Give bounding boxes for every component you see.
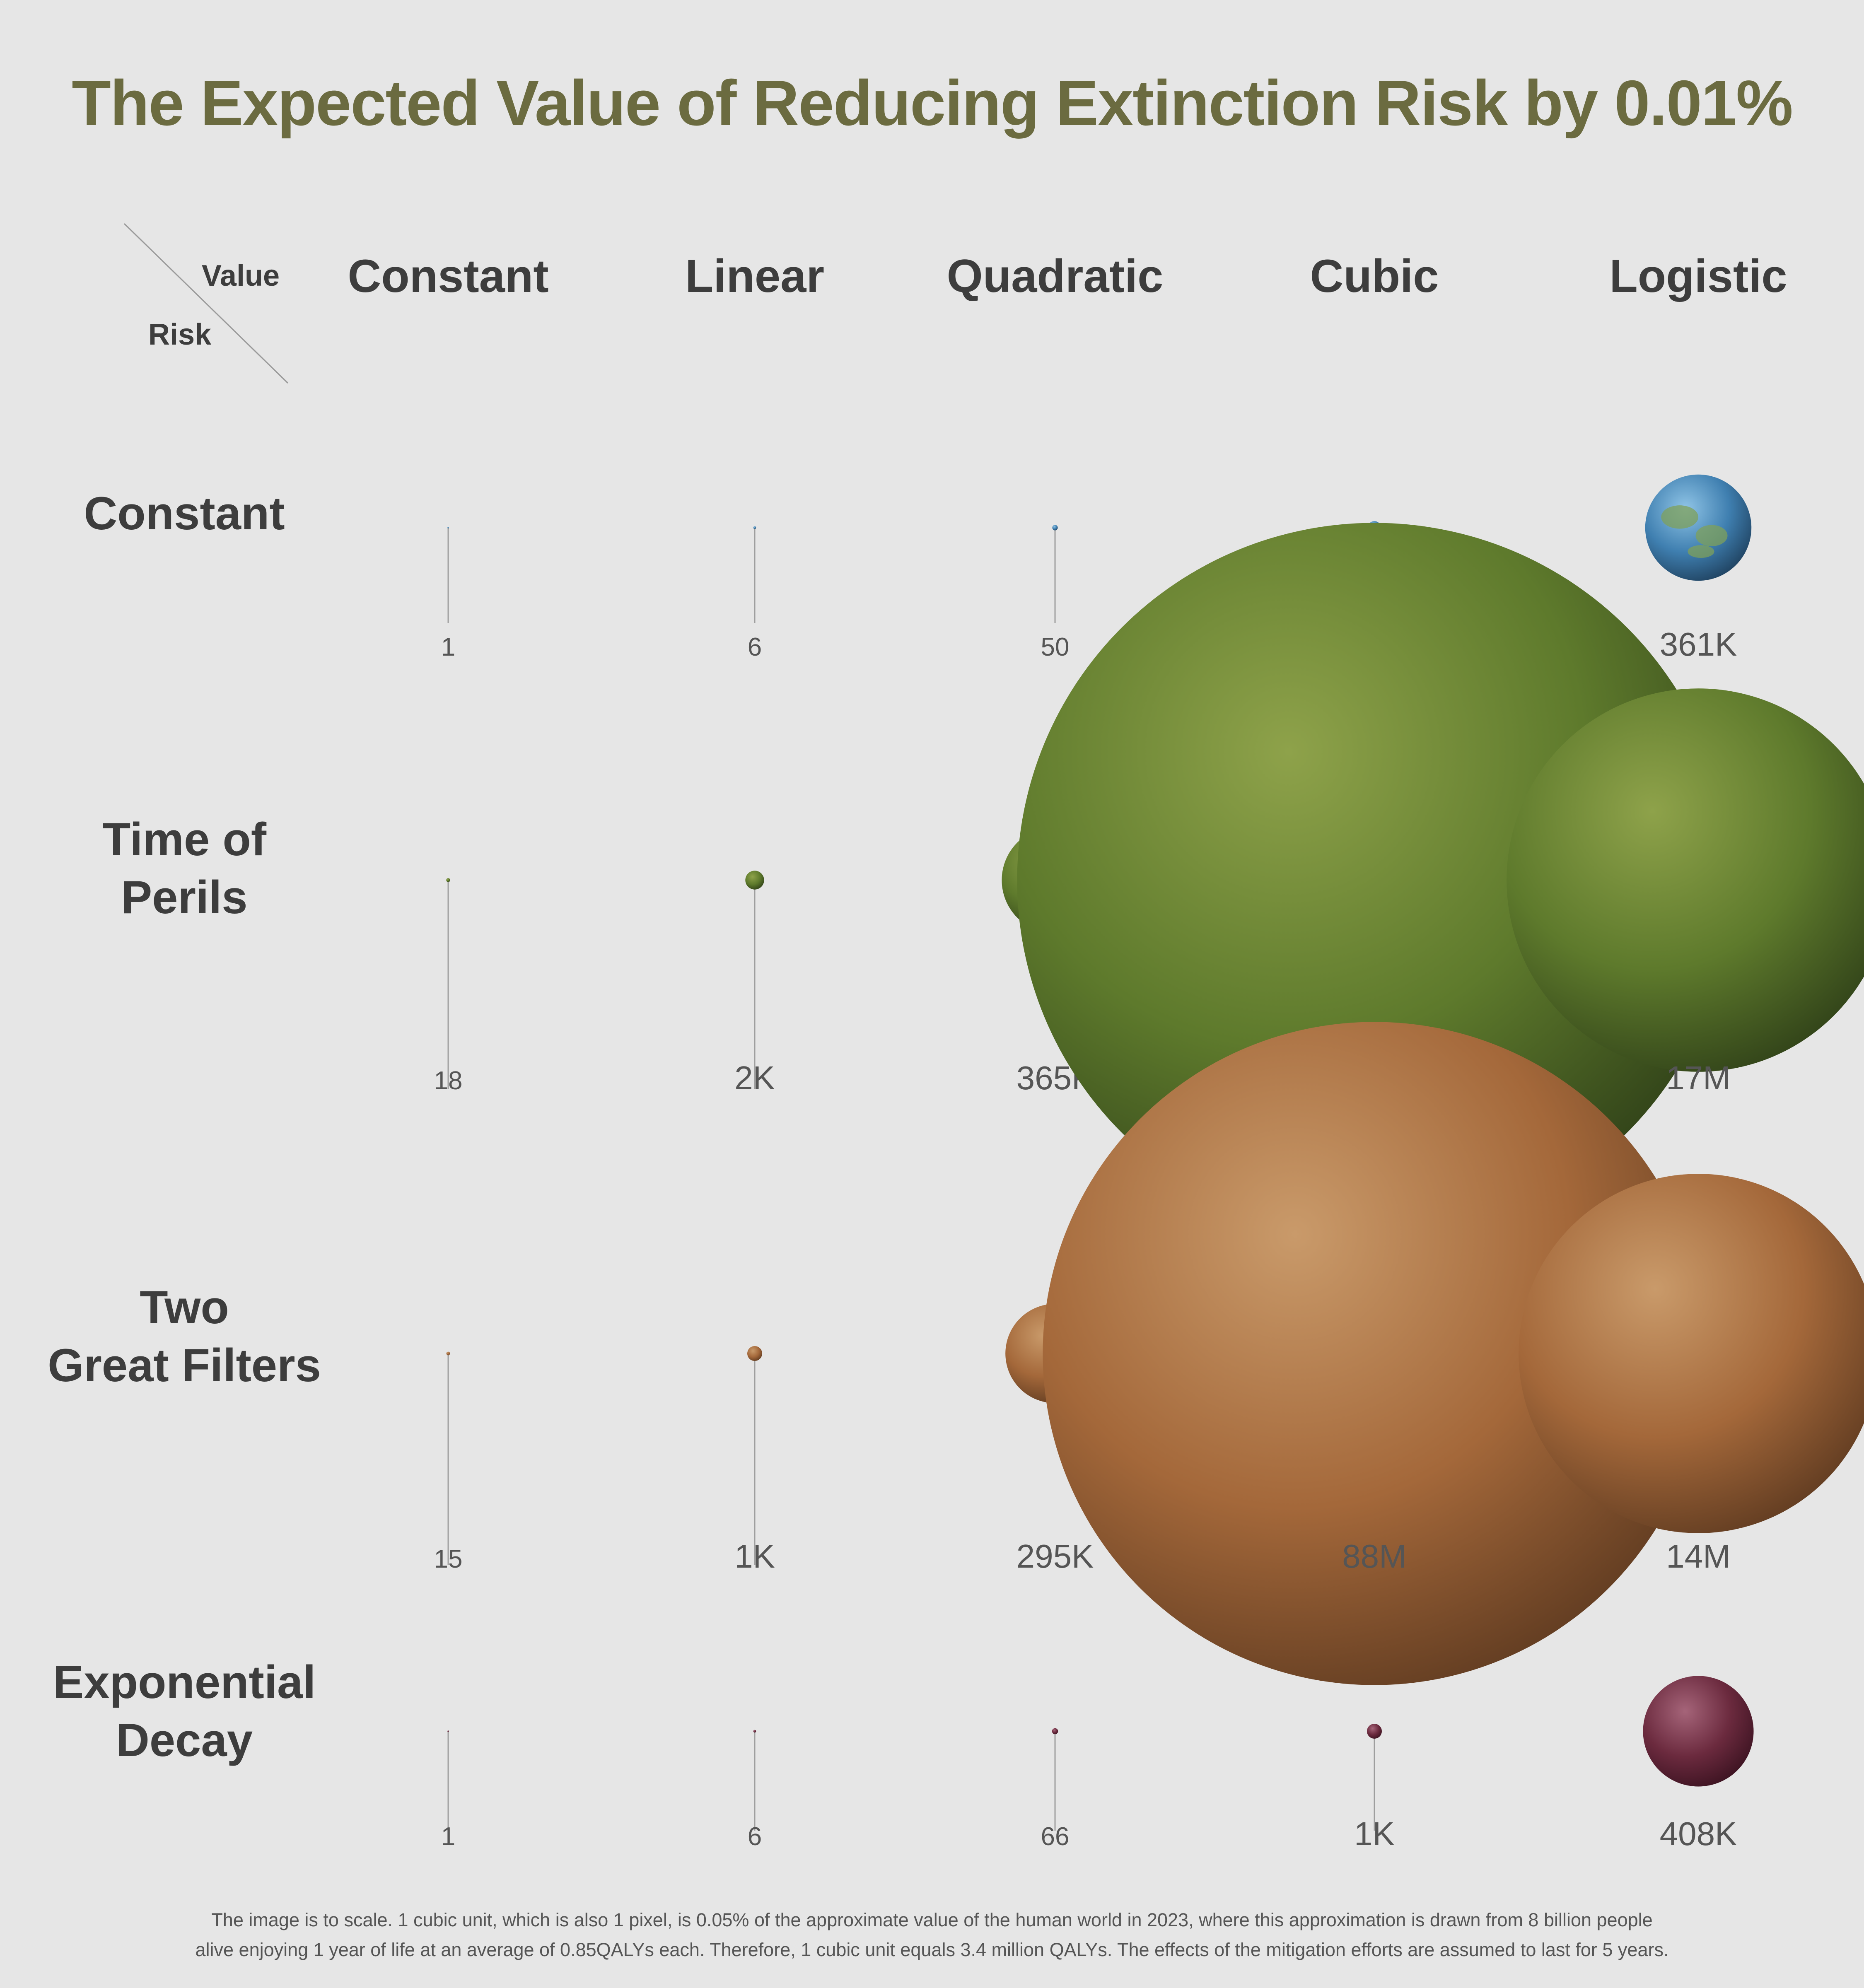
sphere-time-of-perils-cubic bbox=[1017, 523, 1732, 1238]
sphere-exponential-decay-linear bbox=[753, 1730, 756, 1733]
value-label-time-of-perils-logistic: 17M bbox=[1666, 1059, 1731, 1096]
footnote: The image is to scale. 1 cubic unit, whi… bbox=[104, 1905, 1760, 1965]
value-label-exponential-decay-cubic: 1K bbox=[1354, 1815, 1395, 1852]
sphere-constant-quadratic bbox=[1052, 525, 1058, 531]
value-label-two-great-filters-cubic: 88M bbox=[1342, 1538, 1407, 1575]
corner-diagonal bbox=[123, 223, 289, 384]
sphere-exponential-decay-quadratic bbox=[1052, 1728, 1058, 1735]
value-label-constant-quadratic: 50 bbox=[1041, 633, 1070, 661]
sphere-two-great-filters-constant bbox=[446, 1351, 450, 1356]
sphere-two-great-filters-logistic bbox=[1519, 1174, 1864, 1533]
value-label-exponential-decay-linear: 6 bbox=[748, 1822, 762, 1851]
value-label-constant-constant: 1 bbox=[441, 633, 455, 661]
chart-title: The Expected Value of Reducing Extinctio… bbox=[72, 67, 1793, 139]
sphere-time-of-perils-linear bbox=[745, 871, 764, 890]
value-label-constant-logistic: 361K bbox=[1660, 626, 1737, 663]
row-label-two-great-filters-line-1: Two bbox=[140, 1281, 229, 1333]
value-label-two-great-filters-logistic: 14M bbox=[1666, 1538, 1731, 1575]
sphere-time-of-perils-constant bbox=[446, 878, 450, 882]
sphere-two-great-filters-cubic bbox=[1043, 1022, 1706, 1685]
value-label-two-great-filters-constant: 15 bbox=[434, 1545, 463, 1573]
row-label-time-of-perils-line-1: Time of bbox=[102, 813, 267, 865]
earth-continent-3 bbox=[1688, 545, 1714, 558]
bubble-matrix-chart: Value Risk Constant Linear Quadratic Cubic L… bbox=[48, 223, 1864, 1852]
column-header-quadratic: Quadratic bbox=[947, 250, 1164, 302]
value-label-constant-linear: 6 bbox=[748, 633, 762, 661]
sphere-constant-logistic bbox=[1645, 474, 1752, 581]
row-label-exponential-decay-line-2: Decay bbox=[116, 1714, 253, 1766]
footnote-line-1: The image is to scale. 1 cubic unit, whi… bbox=[211, 1909, 1653, 1930]
column-header-linear: Linear bbox=[685, 250, 824, 302]
value-label-two-great-filters-linear: 1K bbox=[734, 1538, 775, 1575]
sphere-exponential-decay-cubic bbox=[1367, 1724, 1382, 1739]
value-label-time-of-perils-constant: 18 bbox=[434, 1066, 463, 1095]
value-label-exponential-decay-logistic: 408K bbox=[1660, 1815, 1737, 1852]
row-label-exponential-decay-line-1: Exponential bbox=[53, 1656, 316, 1708]
sphere-time-of-perils-logistic bbox=[1507, 688, 1864, 1072]
column-header-logistic: Logistic bbox=[1609, 250, 1787, 302]
column-header-cubic: Cubic bbox=[1310, 250, 1439, 302]
value-label-time-of-perils-linear: 2K bbox=[734, 1059, 775, 1096]
value-label-two-great-filters-quadratic: 295K bbox=[1017, 1538, 1094, 1575]
sphere-constant-linear bbox=[753, 526, 756, 529]
sphere-constant-constant bbox=[447, 527, 449, 528]
earth-continents-logistic bbox=[1661, 505, 1728, 558]
row-label-two-great-filters-line-2: Great Filters bbox=[48, 1339, 321, 1391]
column-header-constant: Constant bbox=[348, 250, 548, 302]
earth-continent-1 bbox=[1661, 505, 1698, 529]
sphere-two-great-filters-linear bbox=[747, 1346, 762, 1361]
earth-continent-2 bbox=[1695, 525, 1728, 546]
sphere-exponential-decay-constant bbox=[447, 1730, 449, 1732]
corner-value-label: Value bbox=[202, 259, 280, 292]
corner-risk-label: Risk bbox=[148, 318, 212, 351]
footnote-line-2: alive enjoying 1 year of life at an aver… bbox=[195, 1939, 1669, 1960]
row-label-time-of-perils-line-2: Perils bbox=[121, 871, 247, 923]
row-label-constant-line-1: Constant bbox=[84, 487, 285, 539]
value-label-exponential-decay-constant: 1 bbox=[441, 1822, 455, 1851]
sphere-exponential-decay-logistic bbox=[1643, 1676, 1754, 1787]
value-label-exponential-decay-quadratic: 66 bbox=[1041, 1822, 1070, 1851]
